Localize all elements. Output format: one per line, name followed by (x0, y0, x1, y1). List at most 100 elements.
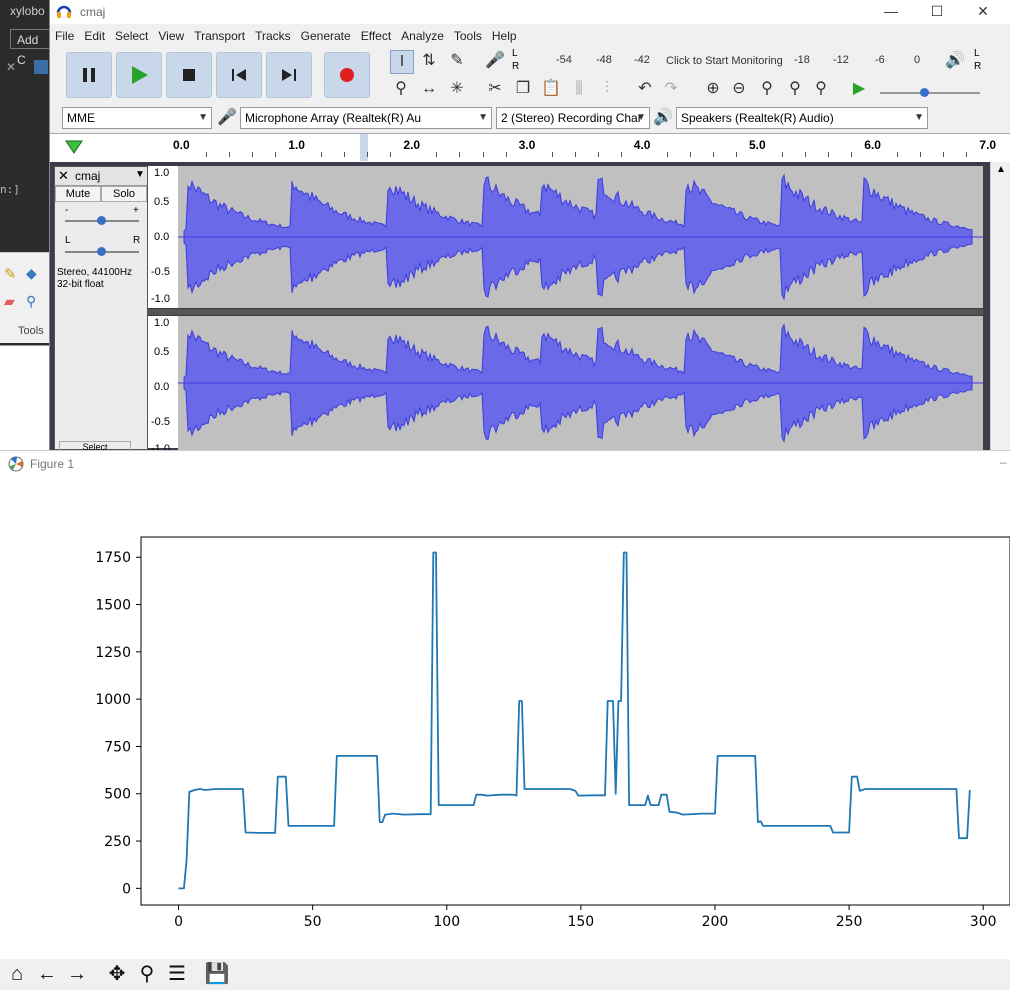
recording-channels-select[interactable]: 2 (Stereo) Recording Char ▼ (496, 107, 650, 129)
y-tick-label: 500 (104, 787, 131, 803)
gain-slider-thumb[interactable] (97, 216, 106, 225)
meter-tick: 0 (914, 54, 921, 66)
cut-icon[interactable]: ✂ (488, 80, 502, 97)
back-icon[interactable]: ← (37, 963, 57, 985)
play-head-icon[interactable] (64, 138, 84, 156)
eraser-icon[interactable]: ▰ (4, 293, 15, 309)
playback-meter-speaker-icon[interactable]: 🔊 (945, 52, 965, 69)
home-icon[interactable]: ⌂ (10, 963, 24, 985)
menu-tracks[interactable]: Tracks (255, 29, 291, 43)
menu-help[interactable]: Help (491, 29, 517, 43)
minimize-icon[interactable]: – (1000, 455, 1007, 469)
mute-button[interactable]: Mute (55, 186, 101, 202)
forward-icon[interactable]: → (67, 963, 87, 985)
vertical-scrollbar[interactable]: ▲ (990, 162, 1010, 452)
select-button[interactable]: Select (59, 441, 131, 452)
fit-selection-icon[interactable]: ⚲ (761, 80, 773, 97)
line-plot[interactable]: 0 50 100 150 200 250 300 0 250 500 750 1000 1250 1500… (0, 451, 1010, 959)
paste-icon[interactable]: 📋 (541, 80, 561, 97)
minimize-icon[interactable]: — (884, 3, 898, 19)
pan-slider[interactable] (65, 247, 139, 256)
configure-icon[interactable]: ☰ (168, 963, 186, 985)
solo-button[interactable]: Solo (101, 186, 147, 202)
menu-select[interactable]: Select (115, 29, 149, 43)
record-meter[interactable]: -54 -48 -42 Click to Start Monitoring -1… (516, 54, 976, 70)
menu-tools[interactable]: Tools (453, 29, 482, 43)
play-speed-slider-thumb[interactable] (920, 88, 929, 97)
zoom-tool-icon[interactable]: ⚲ (395, 80, 407, 97)
trim-audio-icon[interactable]: ⫼ (575, 80, 583, 97)
ruler-tick (920, 152, 922, 157)
gain-slider[interactable] (65, 216, 139, 225)
menu-analyze[interactable]: Analyze (401, 29, 444, 43)
menu-edit[interactable]: Edit (84, 29, 106, 43)
selection-marker[interactable] (360, 134, 368, 161)
pan-icon[interactable]: ✥ (108, 963, 126, 985)
plot-axes-frame (140, 536, 1010, 906)
x-tick-label: 50 (304, 914, 322, 930)
meter-tick: -54 (556, 54, 572, 66)
zoom-out-icon[interactable]: ⊖ (732, 80, 746, 97)
ruler-tick (367, 152, 369, 157)
pause-button[interactable] (66, 52, 112, 98)
fit-project-icon[interactable]: ⚲ (789, 80, 801, 97)
save-icon[interactable]: 💾 (204, 963, 230, 985)
track-close-icon[interactable]: ✕ (58, 168, 69, 183)
copy-icon[interactable]: ❐ (515, 80, 531, 97)
track-menu-chevron-icon[interactable]: ▼ (135, 169, 145, 180)
play-speed-slider[interactable] (880, 88, 980, 97)
vertical-scale-channel-2[interactable]: 1.0 0.5 0.0 -0.5 -1.0 (148, 316, 178, 455)
redo-icon[interactable]: ↷ (664, 80, 678, 97)
maximize-icon[interactable]: ☐ (930, 3, 944, 19)
undo-icon[interactable]: ↶ (638, 80, 652, 97)
vertical-scale-channel-1[interactable]: 1.0 0.5 0.0 -0.5 -1.0 (148, 166, 178, 308)
menu-effect[interactable]: Effect (360, 29, 392, 43)
multi-tool-icon[interactable]: ✳ (450, 80, 464, 97)
envelope-tool-icon[interactable]: ⇅ (422, 52, 436, 69)
start-monitoring-label[interactable]: Click to Start Monitoring (666, 55, 783, 67)
selection-tool-icon[interactable]: I (390, 50, 414, 74)
ide-title-fragment: xylobo (10, 4, 45, 18)
menu-view[interactable]: View (158, 29, 185, 43)
stop-button[interactable] (166, 52, 212, 98)
menu-file[interactable]: File (55, 29, 75, 43)
track-control-panel: ✕ cmaj ▼ Mute Solo - + L R Stereo, 44100… (54, 166, 148, 452)
meter-tick: -42 (634, 54, 650, 66)
waveform-channel-1[interactable] (178, 166, 983, 308)
ide-add-button[interactable]: Add C (10, 29, 50, 67)
skip-end-button[interactable] (266, 52, 312, 98)
record-button[interactable] (324, 52, 370, 98)
scroll-up-icon[interactable]: ▲ (996, 164, 1006, 175)
play-button[interactable] (116, 52, 162, 98)
pan-slider-thumb[interactable] (97, 247, 106, 256)
menu-generate[interactable]: Generate (300, 29, 351, 43)
silence-audio-icon[interactable]: ⫶ (604, 80, 609, 97)
close-icon[interactable]: ✕ (977, 3, 989, 19)
audio-host-select[interactable]: MME ▼ (62, 107, 212, 129)
track-name[interactable]: cmaj (75, 169, 101, 183)
waveform-channel-1-graphic (178, 173, 983, 301)
figure-title: Figure 1 (30, 457, 75, 471)
pencil-icon[interactable]: ✎ (4, 266, 17, 283)
fill-icon[interactable]: ◆ (26, 265, 37, 281)
menu-transport[interactable]: Transport (194, 29, 246, 43)
ruler-tick (897, 152, 899, 157)
zoom-toggle-icon[interactable]: ⚲ (815, 80, 827, 97)
ruler-label: 2.0 (403, 138, 421, 152)
speaker-icon: 🔊 (653, 109, 673, 126)
skip-start-button[interactable] (216, 52, 262, 98)
recording-device-select[interactable]: Microphone Array (Realtek(R) Au ▼ (240, 107, 492, 129)
zoom-in-icon[interactable]: ⊕ (706, 80, 720, 97)
ide-close-icon[interactable]: ✕ (6, 60, 17, 74)
figure-titlebar: Figure 1 – (0, 451, 1010, 477)
waveform-channel-2[interactable] (178, 316, 983, 450)
audacity-logo-icon (56, 5, 72, 18)
draw-tool-icon[interactable]: ✎ (450, 52, 464, 69)
playback-device-select[interactable]: Speakers (Realtek(R) Audio) ▼ (676, 107, 928, 129)
timeshift-tool-icon[interactable]: ↔ (421, 80, 437, 97)
play-at-speed-icon[interactable]: ▶ (852, 80, 866, 97)
zoom-icon[interactable]: ⚲ (139, 963, 155, 985)
record-meter-microphone-icon[interactable]: 🎤 (485, 52, 505, 69)
timeline-ruler[interactable] (50, 133, 1010, 163)
eyedropper-icon[interactable]: ⚲ (26, 293, 37, 309)
